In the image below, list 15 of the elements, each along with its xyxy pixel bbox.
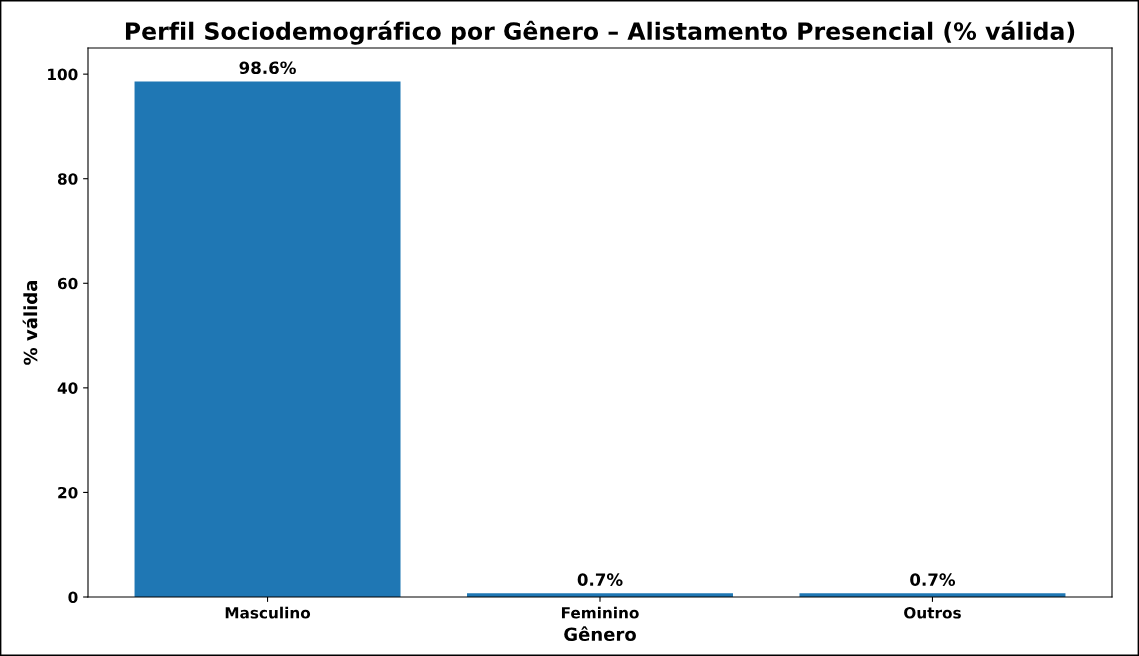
y-tick-label: 80 bbox=[57, 173, 78, 185]
y-tick-label: 100 bbox=[48, 68, 78, 81]
data-label: 0.7% bbox=[910, 573, 956, 586]
x-tick-label: Masculino bbox=[225, 606, 311, 619]
data-label: 98.6% bbox=[239, 61, 296, 75]
y-axis-title: % válida bbox=[22, 281, 38, 365]
data-label: 0.7% bbox=[577, 573, 623, 586]
x-tick-label: Feminino bbox=[561, 606, 639, 619]
y-tick-label: 0 bbox=[68, 591, 78, 604]
y-tick-label: 40 bbox=[57, 382, 78, 394]
x-axis-title: Gênero bbox=[564, 626, 636, 642]
y-tick-label: 60 bbox=[57, 277, 78, 290]
y-tick-label: 20 bbox=[58, 486, 78, 499]
chart-title: Perfil Sociodemográfico por Gênero – Alistamento Presencial (% válida) bbox=[125, 20, 1075, 45]
x-tick-label: Outros bbox=[904, 606, 961, 619]
